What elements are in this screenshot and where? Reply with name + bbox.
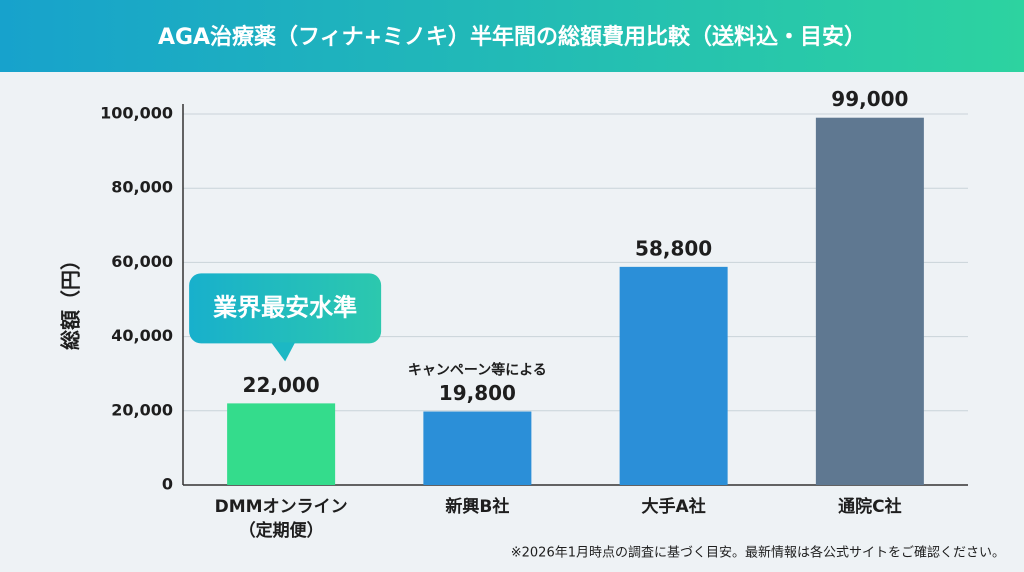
x-tick-label: 大手A社 xyxy=(641,497,706,517)
y-tick-label: 100,000 xyxy=(100,104,173,123)
x-tick-label: 新興B社 xyxy=(445,497,510,517)
value-label: 22,000 xyxy=(243,373,320,397)
value-label: 99,000 xyxy=(831,87,908,111)
bar-note: キャンペーン等による xyxy=(408,362,547,379)
y-tick-label: 0 xyxy=(162,475,173,494)
y-tick-label: 40,000 xyxy=(111,326,173,345)
bar xyxy=(815,117,924,486)
callout-pointer xyxy=(271,342,296,362)
x-tick-label: 通院C社 xyxy=(838,497,902,517)
y-axis-label: 総額（円） xyxy=(59,250,83,350)
bar xyxy=(227,403,336,485)
header xyxy=(0,0,1024,72)
value-label: 58,800 xyxy=(635,236,712,260)
y-tick-label: 60,000 xyxy=(111,252,173,271)
footnote: ※2026年1月時点の調査に基づく目安。最新情報は各公式サイトをご確認ください。 xyxy=(511,545,1005,561)
bar xyxy=(423,411,532,485)
bar xyxy=(619,266,728,485)
y-tick-label: 80,000 xyxy=(111,178,173,197)
callout-box xyxy=(189,273,382,344)
callout-text: 業界最安水準 xyxy=(213,293,357,321)
x-tick-label: DMMオンライン （定期便） xyxy=(214,497,348,541)
chart-title: AGA治療薬（フィナ+ミノキ）半年間の総額費用比較（送料込・目安） xyxy=(158,24,866,50)
value-label: 19,800 xyxy=(439,381,516,405)
y-tick-label: 20,000 xyxy=(111,400,173,419)
